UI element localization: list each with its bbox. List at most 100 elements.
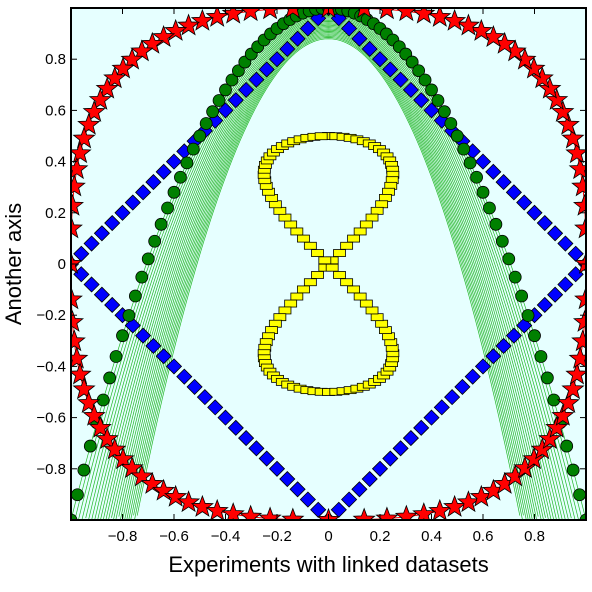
square-marker — [290, 292, 304, 301]
y-tick-label: −0.8 — [36, 461, 66, 478]
diamond-marker — [351, 30, 368, 47]
diamond-marker — [135, 327, 152, 344]
star-marker — [72, 377, 96, 400]
y-tick-label: 0.2 — [45, 205, 66, 222]
diamond-marker — [217, 102, 234, 119]
star-marker — [428, 498, 452, 521]
square-series — [257, 132, 400, 396]
diamond-marker — [495, 174, 512, 191]
circle-marker — [77, 463, 91, 477]
diamond-marker — [279, 40, 296, 58]
star-marker — [561, 377, 585, 400]
star-marker — [412, 502, 436, 521]
circle-marker — [437, 105, 451, 119]
star-marker — [456, 490, 480, 513]
diamond-marker — [289, 481, 306, 498]
star-marker — [545, 415, 569, 438]
diamond-marker — [341, 491, 358, 508]
star-marker — [561, 126, 585, 149]
circle-marker — [135, 270, 149, 284]
circle-series — [70, 7, 587, 521]
square-marker — [353, 292, 367, 301]
star-marker — [538, 426, 562, 449]
diamond-marker — [557, 235, 574, 252]
diamond-marker — [454, 378, 471, 395]
circle-marker — [528, 329, 541, 343]
diamond-marker — [516, 194, 533, 211]
diamond-marker — [547, 286, 564, 303]
circle-marker — [186, 142, 200, 156]
diamond-marker — [135, 184, 152, 201]
star-marker — [377, 7, 397, 20]
circle-marker — [128, 289, 142, 303]
diamond-marker — [155, 163, 172, 180]
diamond-marker — [93, 286, 110, 303]
square-marker — [379, 193, 392, 202]
star-marker — [70, 141, 92, 164]
star-marker — [443, 494, 467, 517]
diamond-marker — [444, 389, 461, 406]
parabola-line — [124, 30, 533, 521]
circle-marker — [508, 270, 522, 284]
square-marker — [365, 213, 379, 222]
square-marker — [284, 299, 298, 308]
diamond-marker — [145, 337, 162, 354]
star-marker — [260, 7, 280, 20]
diamond-marker — [485, 348, 502, 365]
circle-marker — [457, 142, 471, 156]
y-axis-label: Another axis — [1, 203, 26, 325]
square-marker — [379, 326, 392, 335]
square-marker — [370, 313, 384, 322]
diamond-marker — [83, 276, 100, 293]
square-marker — [359, 299, 373, 308]
diamond-marker — [371, 51, 389, 68]
y-tick-label: 0.8 — [45, 51, 66, 68]
star-marker — [443, 8, 467, 31]
square-marker — [375, 200, 389, 209]
star-marker — [284, 7, 302, 19]
star-marker — [190, 494, 214, 517]
circle-marker — [463, 156, 477, 170]
square-marker — [284, 220, 298, 229]
star-marker — [72, 126, 96, 149]
circle-marker — [167, 185, 181, 199]
star-marker — [568, 157, 587, 180]
diamond-marker — [474, 358, 492, 375]
star-marker — [190, 8, 214, 31]
parabola-line — [97, 17, 560, 521]
square-marker — [347, 234, 360, 243]
star-marker — [572, 309, 587, 332]
diamond-marker — [299, 20, 316, 37]
parabola-line — [112, 24, 545, 521]
parabola-line — [136, 38, 521, 516]
square-marker — [340, 278, 354, 287]
square-marker — [268, 319, 282, 328]
square-marker — [333, 249, 346, 257]
star-marker — [571, 174, 587, 197]
circle-marker — [495, 234, 509, 248]
diamond-marker — [258, 450, 275, 467]
diamond-marker — [248, 71, 265, 88]
star-marker — [140, 471, 164, 494]
diamond-marker — [227, 419, 244, 436]
star-marker — [82, 99, 106, 122]
diamond-marker — [341, 20, 358, 37]
diamond-marker — [289, 30, 306, 47]
star-marker — [111, 56, 135, 79]
x-tick-label: −0.6 — [159, 528, 189, 545]
x-tick-label: −0.8 — [108, 528, 138, 545]
parabola-line — [119, 28, 538, 521]
square-marker — [273, 313, 287, 322]
diamond-marker — [165, 358, 183, 375]
star-marker — [572, 193, 587, 216]
diamond-marker — [505, 184, 522, 201]
star-marker — [120, 47, 144, 70]
parabola-line — [133, 35, 524, 516]
circle-marker — [470, 170, 483, 184]
circle-marker — [161, 201, 174, 215]
star-marker — [70, 157, 89, 180]
circle-marker — [502, 252, 516, 266]
circle-marker — [534, 350, 548, 363]
square-marker — [325, 263, 339, 272]
circle-marker — [431, 94, 445, 107]
